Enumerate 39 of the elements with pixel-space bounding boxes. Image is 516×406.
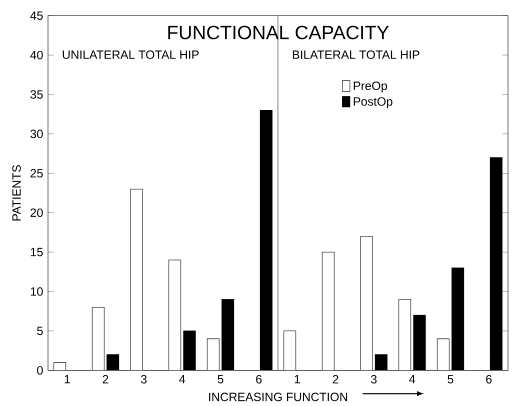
bar (398, 299, 412, 371)
y-tick-label: 0 (37, 366, 43, 375)
x-tick-label: 1 (64, 375, 70, 384)
y-tick-label: 35 (30, 90, 43, 99)
bar (92, 307, 104, 371)
x-tick-label: 4 (179, 375, 186, 384)
x-tick-label: 1 (294, 375, 300, 384)
x-tick-label: 3 (370, 375, 377, 384)
legend-label: PreOp (354, 82, 388, 93)
y-tick-label: 20 (30, 208, 43, 218)
x-tick-label: 6 (486, 375, 492, 384)
y-tick-label: 30 (30, 130, 43, 138)
y-tick-label: 25 (30, 169, 43, 178)
y-tick-label: 10 (30, 287, 43, 296)
x-tick-label: 2 (332, 375, 338, 384)
bar (168, 260, 182, 371)
x-tick-label: 5 (218, 375, 224, 384)
bar (360, 236, 373, 371)
y-axis-title: PATIENTS (12, 165, 21, 221)
x-tick-label: 4 (409, 375, 416, 384)
x-axis-title: INCREASING FUNCTION (209, 392, 348, 402)
bar (206, 338, 220, 371)
y-tick-label: 5 (37, 326, 43, 336)
legend-label: PostOp (354, 97, 392, 108)
bar (54, 362, 66, 371)
annotation: BILATERAL TOTAL HIP (292, 50, 420, 60)
x-tick-label: 2 (102, 375, 108, 384)
bar (436, 338, 450, 371)
x-tick-label: 6 (256, 375, 262, 384)
y-tick-label: 15 (30, 248, 43, 256)
chart-title: FUNCTIONAL CAPACITY (168, 26, 389, 40)
bar (130, 188, 143, 371)
y-tick-label: 40 (30, 51, 43, 60)
x-tick-label: 5 (448, 375, 454, 384)
bar (322, 252, 334, 371)
bar (284, 330, 296, 371)
y-tick-label: 45 (30, 12, 43, 20)
annotation: UNILATERAL TOTAL HIP (62, 50, 199, 60)
x-tick-label: 3 (140, 375, 147, 384)
